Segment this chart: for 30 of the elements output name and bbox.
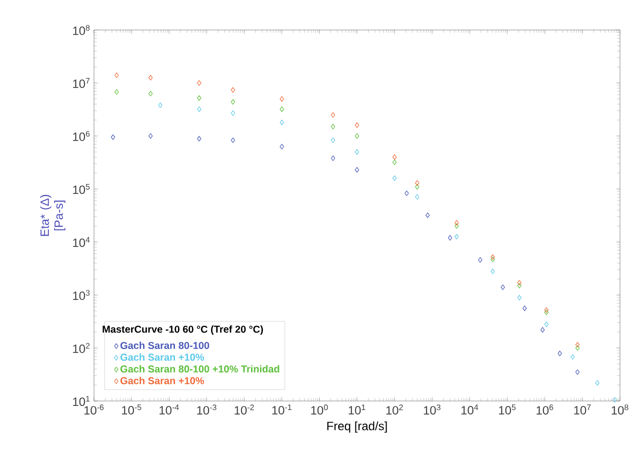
x-tick-label: 10$^{-6}$ (84, 404, 104, 415)
y-tick-label: 10$^{3}$ (73, 290, 90, 300)
y-tick-label: 10$^{7}$ (73, 78, 90, 88)
legend-title: MasterCurve -10 60 °C (Tref 20 °C) (102, 325, 263, 335)
y-axis-title: Eta* (Δ) [Pa-s] (40, 194, 66, 236)
x-tick-label: 10$^{-3}$ (197, 404, 216, 415)
legend-label: Gach Saran +10% (120, 376, 204, 384)
x-tick-label: 10$^{-1}$ (272, 404, 292, 414)
legend-label: Gach Saran +10% (120, 353, 204, 361)
x-tick-label: 10$^{7}$ (574, 404, 591, 414)
y-tick-label: 10$^{2}$ (73, 342, 90, 354)
x-tick-label: 10$^{3}$ (424, 404, 440, 415)
x-tick-label: 10$^{6}$ (536, 404, 554, 415)
x-tick-label: 10$^{8}$ (612, 404, 628, 415)
x-axis-title: Freq [rad/s] (327, 421, 387, 433)
legend-label: Gach Saran 80-100 +10% Trinidad (120, 365, 280, 373)
y-tick-label: 10$^{4}$ (73, 237, 90, 247)
x-tick-label: 10$^{1}$ (348, 404, 366, 414)
x-tick-label: 10$^{0}$ (311, 404, 328, 415)
y-tick-label: 10$^{1}$ (73, 396, 90, 406)
x-tick-label: 10$^{-5}$ (122, 404, 142, 414)
x-tick-label: 10$^{-4}$ (160, 404, 179, 414)
y-tick-label: 10$^{5}$ (73, 184, 90, 194)
x-tick-label: 10$^{4}$ (461, 404, 478, 414)
x-tick-label: 10$^{2}$ (386, 404, 403, 415)
legend-label: Gach Saran 80-100 (120, 342, 210, 350)
x-tick-label: 10$^{-2}$ (234, 404, 254, 415)
y-tick-label: 10$^{8}$ (73, 24, 90, 36)
y-tick-label: 10$^{6}$ (73, 130, 90, 142)
x-tick-label: 10$^{5}$ (499, 404, 516, 414)
